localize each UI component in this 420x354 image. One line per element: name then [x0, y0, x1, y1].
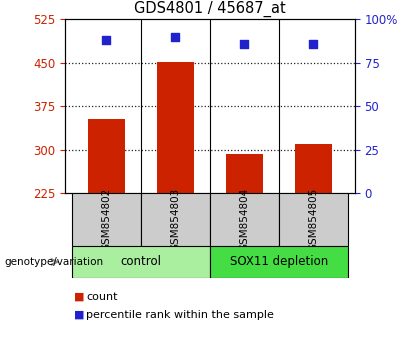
Bar [294, 144, 333, 193]
Bar [226, 154, 263, 193]
Text: GSM854802: GSM854802 [102, 188, 111, 251]
Text: count: count [86, 292, 118, 302]
Point [103, 38, 110, 43]
Title: GDS4801 / 45687_at: GDS4801 / 45687_at [134, 0, 286, 17]
Point [241, 41, 248, 47]
Text: percentile rank within the sample: percentile rank within the sample [86, 310, 274, 320]
Bar [210, 246, 348, 278]
Bar [157, 62, 194, 193]
Text: GSM854803: GSM854803 [171, 188, 181, 251]
Bar [87, 120, 126, 193]
Text: genotype/variation: genotype/variation [4, 257, 103, 267]
Bar [72, 246, 210, 278]
Bar [72, 193, 141, 246]
Bar [210, 193, 279, 246]
Text: GSM854805: GSM854805 [309, 188, 318, 251]
Text: GSM854804: GSM854804 [239, 188, 249, 251]
Point [310, 41, 317, 47]
Text: SOX11 depletion: SOX11 depletion [230, 256, 328, 268]
Bar [279, 193, 348, 246]
Text: ■: ■ [74, 292, 84, 302]
Text: control: control [121, 256, 162, 268]
Bar [141, 193, 210, 246]
Text: ■: ■ [74, 310, 84, 320]
Point [172, 34, 179, 40]
